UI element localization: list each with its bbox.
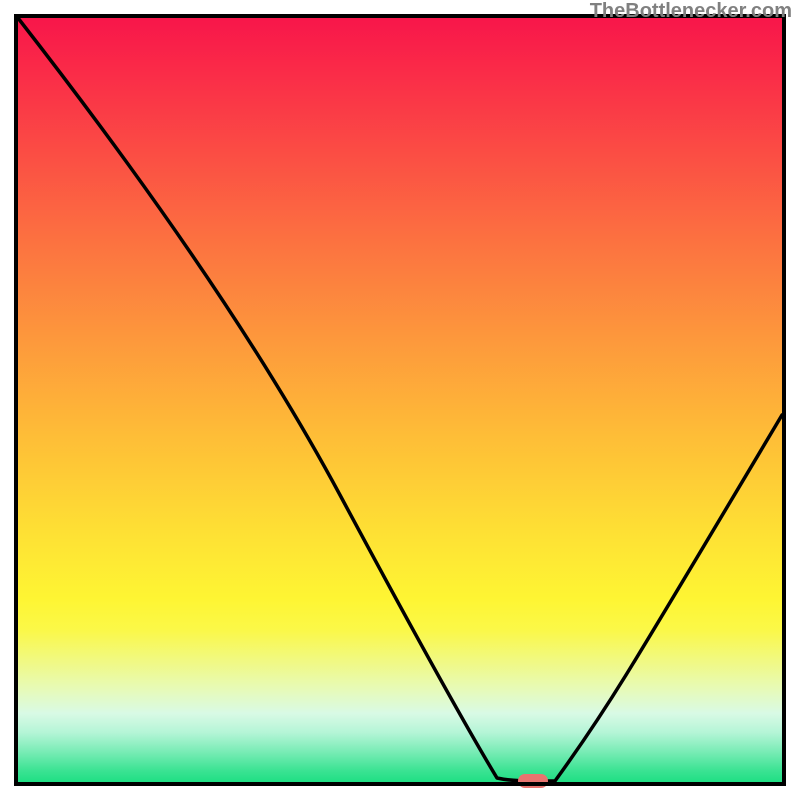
chart-container: TheBottlenecker.com xyxy=(0,0,800,800)
bottleneck-chart xyxy=(0,0,800,800)
attribution-label: TheBottlenecker.com xyxy=(590,0,792,23)
plot-background xyxy=(18,18,782,782)
